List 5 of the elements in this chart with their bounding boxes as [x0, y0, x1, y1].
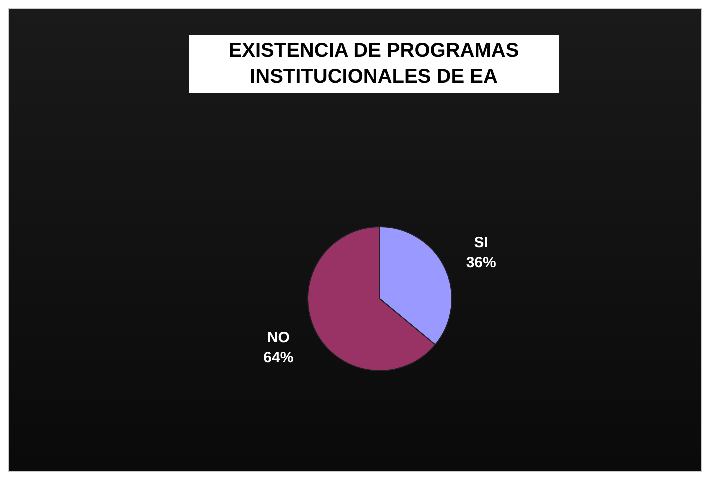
- slice-label: SI: [474, 234, 488, 252]
- chart-title: EXISTENCIA DE PROGRAMAS INSTITUCIONALES DE EA: [189, 35, 559, 93]
- slice-label: NO: [267, 330, 290, 347]
- data-label: 36%: [466, 254, 496, 272]
- data-label: 64%: [264, 350, 294, 367]
